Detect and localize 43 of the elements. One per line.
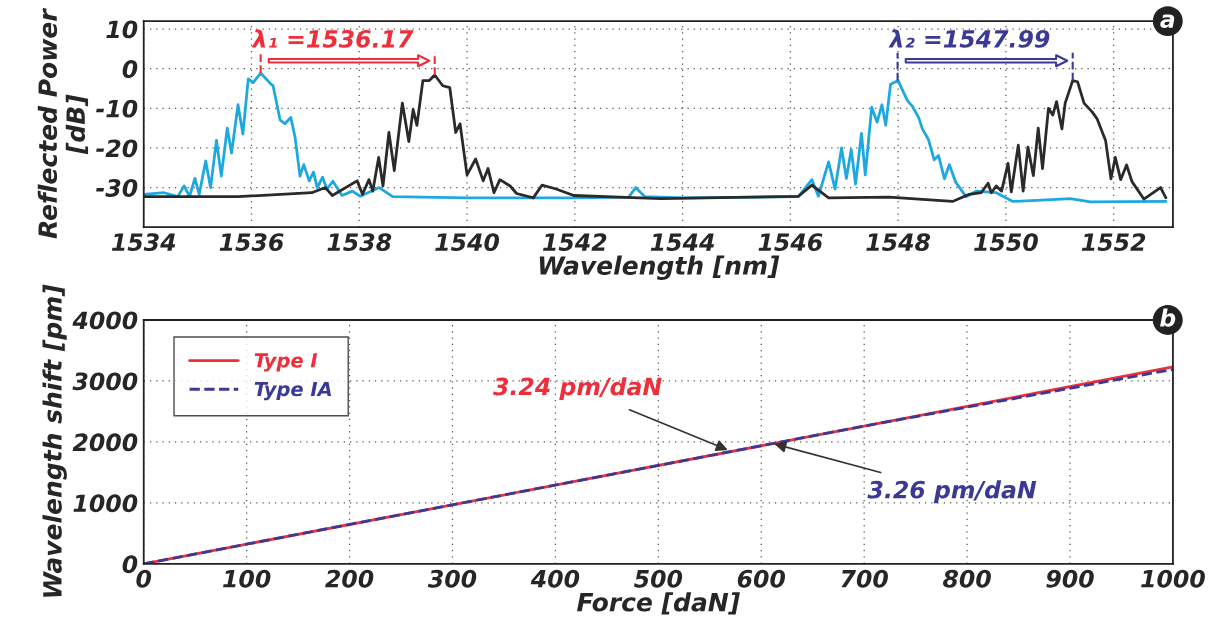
x-tick-label: 300 (427, 569, 477, 588)
annotation: 3.26 pm/daN (867, 480, 1037, 504)
y-tick-label: 1000 (73, 494, 138, 513)
x-tick-label: 1538 (327, 233, 392, 252)
x-tick-label: 800 (942, 569, 991, 588)
y-tick-label: 0 (122, 60, 138, 78)
y-axis-title: Reflected Power [dB] (37, 8, 89, 239)
y-tick-label: -30 (96, 179, 138, 197)
y-tick-label: -10 (96, 99, 138, 118)
x-tick-label: 600 (737, 569, 786, 588)
x-tick-label: 1548 (866, 233, 931, 252)
x-tick-label: 0 (136, 569, 152, 588)
y-tick-label: 2000 (72, 433, 138, 452)
x-tick-label: 100 (223, 569, 271, 588)
x-tick-label: 200 (325, 569, 374, 588)
y-tick-label: 3000 (72, 372, 138, 391)
x-tick-label: 900 (1046, 569, 1094, 588)
annotation: a (1160, 14, 1175, 28)
annotation: λ₁ =1536.17 (251, 29, 414, 48)
x-tick-label: 1540 (435, 233, 500, 252)
y-axis-title: Wavelength shift [pm] (42, 284, 67, 597)
y-tick-label: 10 (106, 20, 138, 39)
legend-label: Type IA (254, 381, 332, 401)
annotation: λ₂ =1547.99 (888, 29, 1050, 48)
x-tick-label: 500 (634, 569, 683, 588)
x-tick-label: 1544 (650, 233, 714, 252)
x-tick-label: 1000 (1141, 569, 1205, 588)
x-axis-title: Force [daN] (577, 592, 740, 615)
x-tick-label: 1536 (219, 233, 284, 252)
x-tick-label: 1534 (111, 233, 176, 252)
x-tick-label: 1542 (542, 233, 607, 252)
x-tick-label: 1546 (758, 233, 823, 252)
y-tick-label: 0 (122, 555, 138, 574)
x-axis-title: Wavelength [nm] (539, 255, 780, 280)
annotation: 3.24 pm/daN (493, 377, 662, 400)
x-tick-label: 700 (841, 569, 888, 588)
y-tick-label: 4000 (72, 311, 138, 330)
legend-label: Type I (254, 353, 318, 372)
x-tick-label: 1552 (1081, 233, 1146, 252)
x-tick-label: 400 (530, 569, 580, 588)
annotation: b (1160, 308, 1176, 327)
y-tick-label: -20 (96, 139, 138, 158)
x-tick-label: 1550 (974, 233, 1038, 252)
